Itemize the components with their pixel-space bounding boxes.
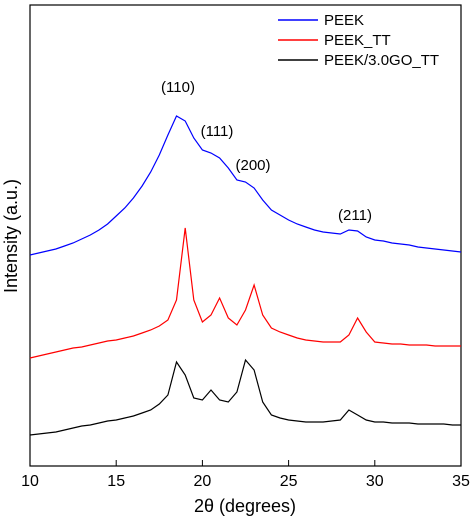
x-tick-label: 15 [107, 473, 125, 490]
legend-label: PEEK [324, 12, 364, 29]
peak-annotation: (200) [235, 157, 270, 174]
peak-annotation: (110) [161, 79, 195, 96]
legend-label: PEEK/3.0GO_TT [324, 52, 439, 69]
x-tick-label: 30 [366, 473, 384, 490]
x-tick-label: 20 [194, 473, 212, 490]
legend-label: PEEK_TT [324, 32, 391, 49]
plot-frame [29, 4, 462, 467]
y-axis-title: Intensity (a.u.) [1, 179, 21, 293]
peak-annotation: (111) [201, 123, 234, 140]
x-axis-title: 2θ (degrees) [194, 496, 296, 516]
x-tick-label: 25 [280, 473, 298, 490]
peak-annotation: (211) [338, 207, 372, 224]
x-tick-label: 10 [21, 473, 39, 490]
data-line [29, 358, 461, 436]
data-line [29, 115, 462, 256]
x-tick-label: 35 [452, 473, 470, 490]
data-line [29, 227, 461, 359]
